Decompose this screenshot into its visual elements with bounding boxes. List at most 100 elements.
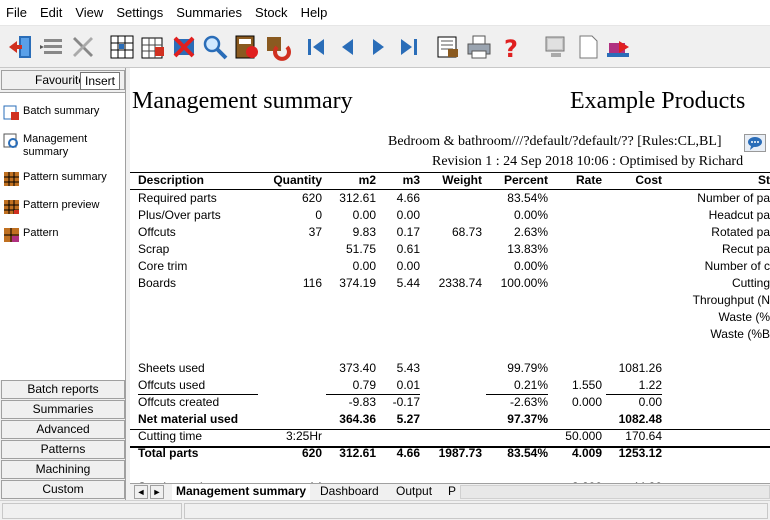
schedule-button[interactable] — [138, 30, 168, 64]
fav-item-batch-summary[interactable]: Batch summary — [3, 105, 123, 121]
cell-m2: 0.00 — [352, 208, 376, 222]
cell-percent: 100.00% — [500, 276, 548, 290]
table-row — [130, 462, 770, 479]
cell-description: Sheets used — [138, 361, 205, 375]
status-segment — [2, 503, 182, 519]
cell-m2: 9.83 — [352, 225, 376, 239]
table-row: Scrap 51.75 0.61 13.83% Recut pa — [130, 241, 770, 258]
magnet-icon — [267, 36, 291, 61]
pattern-summary-icon — [4, 172, 19, 186]
fav-item-pattern-summary[interactable]: Pattern summary — [3, 171, 123, 187]
tab-p[interactable]: P — [448, 484, 457, 498]
next-record-button[interactable] — [363, 30, 393, 64]
fav-item-management-summary[interactable]: Management summary — [3, 133, 123, 159]
calculator-button[interactable] — [231, 30, 261, 64]
menu-edit[interactable]: Edit — [39, 5, 63, 20]
menu-view[interactable]: View — [75, 5, 104, 20]
group-batch-reports[interactable]: Batch reports — [1, 380, 125, 399]
help-button[interactable]: ? — [495, 30, 525, 64]
cell-description: Scrap — [138, 242, 170, 256]
cell-percent: 99.79% — [507, 361, 548, 375]
group-advanced[interactable]: Advanced — [1, 420, 125, 439]
cell-cost: 0.00 — [638, 395, 662, 409]
group-custom[interactable]: Custom — [1, 480, 125, 499]
fav-item-pattern[interactable]: Pattern — [3, 227, 123, 243]
cell-m2: -9.83 — [348, 395, 376, 409]
schedule-icon — [141, 37, 164, 58]
speech-bubble-icon — [748, 137, 762, 150]
grid-button[interactable] — [107, 30, 137, 64]
col-m3: m3 — [402, 173, 420, 187]
table-row: Net material used 364.36 5.27 97.37% 1082.48 — [130, 411, 770, 428]
cell-m3: 4.66 — [396, 446, 420, 460]
cell-stats: Number of c — [704, 259, 770, 273]
cell-description: Core trim — [138, 259, 188, 273]
first-record-button[interactable] — [301, 30, 331, 64]
last-record-button[interactable] — [394, 30, 424, 64]
cell-m3: 4.66 — [396, 191, 420, 205]
cell-quantity: 3:25Hr — [285, 429, 322, 443]
cell-description: Boards — [138, 276, 177, 290]
cell-weight: 1987.73 — [438, 446, 482, 460]
cell-description: Total parts — [138, 446, 199, 460]
delete-button[interactable] — [169, 30, 199, 64]
menu-summaries[interactable]: Summaries — [176, 5, 243, 20]
table-row: Plus/Over parts 0 0.00 0.00 0.00% Headcut pa — [130, 207, 770, 224]
tab-management-summary[interactable]: Management summary — [172, 484, 311, 500]
document-button[interactable] — [573, 30, 603, 64]
cell-quantity: 37 — [308, 225, 322, 239]
cell-rate: 0.000 — [571, 395, 602, 409]
computer-icon — [545, 36, 565, 57]
cell-stats: Rotated pa — [711, 225, 770, 239]
company-name: Example Products — [570, 88, 746, 114]
print-button[interactable] — [464, 30, 494, 64]
transfer-button[interactable] — [604, 30, 634, 64]
cell-cost: 1081.26 — [618, 361, 662, 375]
last-icon — [401, 38, 417, 55]
group-machining[interactable]: Machining — [1, 460, 125, 479]
search-button[interactable] — [200, 30, 230, 64]
group-summaries[interactable]: Summaries — [1, 400, 125, 419]
fav-item-pattern-preview[interactable]: Pattern preview — [3, 199, 123, 215]
tools-button[interactable] — [68, 30, 98, 64]
total-top-rule — [130, 429, 770, 430]
horizontal-scrollbar[interactable] — [460, 485, 770, 499]
cell-quantity: 620 — [301, 191, 322, 205]
toolbar: ? — [0, 26, 770, 68]
fav-item-label: Management summary — [23, 133, 88, 158]
favourites-list: Batch summary Management summary Pattern… — [0, 92, 125, 380]
menu-file[interactable]: File — [6, 5, 27, 20]
exit-button[interactable] — [6, 30, 36, 64]
list-button[interactable] — [37, 30, 67, 64]
menu-bar: File Edit View Settings Summaries Stock Help — [0, 0, 770, 26]
cell-m2: 364.36 — [339, 412, 376, 426]
col-stats: St — [758, 173, 770, 187]
pattern-icon — [4, 228, 19, 242]
table-row: Core trim 0.00 0.00 0.00% Number of c — [130, 258, 770, 275]
group-patterns[interactable]: Patterns — [1, 440, 125, 459]
cell-percent: 2.63% — [513, 225, 548, 239]
tab-output[interactable]: Output — [396, 484, 433, 498]
previous-record-button[interactable] — [332, 30, 362, 64]
svg-text:?: ? — [504, 35, 518, 61]
tab-dashboard[interactable]: Dashboard — [320, 484, 379, 498]
fav-item-label: Batch summary — [23, 105, 100, 117]
cell-stats: Number of pa — [697, 191, 770, 205]
menu-settings[interactable]: Settings — [116, 5, 164, 20]
report-title: Management summary — [132, 88, 353, 114]
menu-help[interactable]: Help — [300, 5, 328, 20]
tooltip: Insert — [80, 72, 121, 90]
management-summary-icon — [3, 133, 18, 148]
tab-scroll-left[interactable]: ◄ — [134, 485, 148, 499]
report-button[interactable] — [433, 30, 463, 64]
cell-percent: 97.37% — [507, 412, 548, 426]
magnet-button[interactable] — [262, 30, 292, 64]
cell-stats: Cutting — [731, 276, 770, 290]
comment-button[interactable] — [744, 134, 766, 152]
fav-item-label: Pattern preview — [23, 199, 100, 211]
cell-m3: -0.17 — [392, 395, 420, 409]
cell-m2: 312.61 — [339, 446, 376, 460]
computer-button[interactable] — [542, 30, 572, 64]
menu-stock[interactable]: Stock — [255, 5, 288, 20]
tab-scroll-right[interactable]: ► — [150, 485, 164, 499]
